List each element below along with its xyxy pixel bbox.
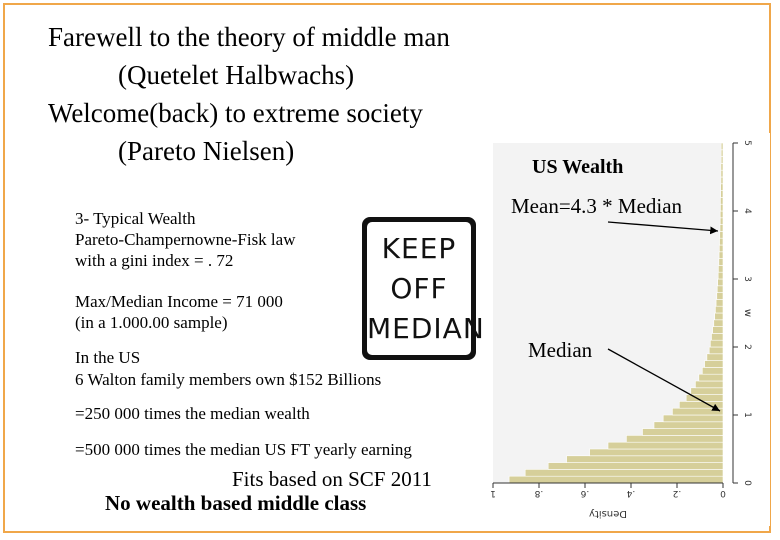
mean-arrow xyxy=(607,221,719,235)
density-tick-label: 0 xyxy=(720,488,726,498)
density-tick-label: .2 xyxy=(673,488,682,498)
histogram-bars xyxy=(508,142,724,484)
w-tick-label: 1 xyxy=(742,412,752,418)
sign-line-median: MEDIAN xyxy=(367,312,485,345)
title-line-1: Farewell to the theory of middle man xyxy=(48,22,450,52)
point-line-2: Pareto-Champernowne-Fisk law xyxy=(75,230,296,249)
walton-line-1: In the US xyxy=(75,348,141,367)
median-annotation: Median xyxy=(528,338,593,362)
sign-line-off: OFF xyxy=(390,272,448,305)
density-axis-label: Density xyxy=(589,508,627,519)
mean-annotation: Mean=4.3 * Median xyxy=(511,194,683,218)
w-tick-label: 2 xyxy=(742,344,752,350)
w-tick-label: 4 xyxy=(742,208,752,214)
conclusion: No wealth based middle class xyxy=(105,491,367,515)
density-tick-label: .6 xyxy=(580,488,589,498)
point-line-1: 3- Typical Wealth xyxy=(75,209,196,228)
chart-title: US Wealth xyxy=(532,156,624,178)
title-line-3: Welcome(back) to extreme society xyxy=(48,98,423,128)
fits-note: Fits based on SCF 2011 xyxy=(232,467,432,491)
sign-line-keep: KEEP xyxy=(381,232,457,265)
density-axis-ticks: 1 .8 .6 .4 .2 0 xyxy=(490,483,726,498)
density-tick-label: .8 xyxy=(534,488,543,498)
income-line-1: Max/Median Income = 71 000 xyxy=(75,292,283,311)
w-tick-label: 0 xyxy=(742,480,752,486)
times-wealth: =250 000 times the median wealth xyxy=(75,404,310,423)
title-line-4: (Pareto Nielsen) xyxy=(118,136,295,166)
w-axis-label: w xyxy=(742,309,753,317)
w-tick-label: 5 xyxy=(742,140,752,146)
walton-line-2: 6 Walton family members own $152 Billion… xyxy=(75,370,382,389)
keep-off-median-sign: KEEP OFF MEDIAN xyxy=(362,217,485,360)
median-arrow xyxy=(607,348,721,412)
w-tick-label: 3 xyxy=(742,276,752,282)
density-tick-label: .4 xyxy=(626,488,635,498)
point-line-3: with a gini index = . 72 xyxy=(75,251,234,270)
income-line-2: (in a 1.000.00 sample) xyxy=(75,313,228,332)
wealth-density-histogram: 0 1 2 3 4 5 1 .8 .6 .4 .2 0 w Density xyxy=(483,133,770,526)
times-earning: =500 000 times the median US FT yearly e… xyxy=(75,440,412,459)
histogram-bar xyxy=(720,142,724,151)
title-line-2: (Quetelet Halbwachs) xyxy=(118,60,355,90)
w-axis-ticks: 0 1 2 3 4 5 xyxy=(733,140,752,486)
density-tick-label: 1 xyxy=(490,488,496,498)
slide-border xyxy=(3,3,771,533)
